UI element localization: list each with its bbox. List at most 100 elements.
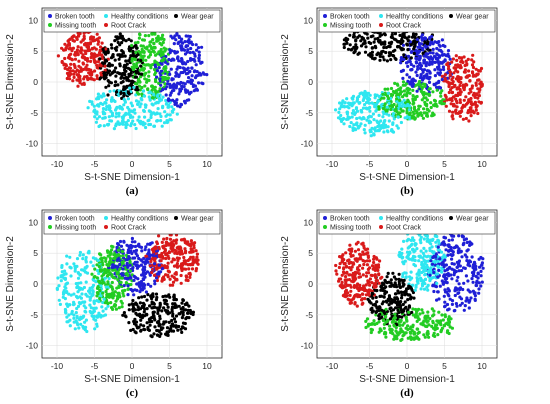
- data-point: [136, 77, 141, 81]
- data-point: [397, 272, 401, 276]
- data-point: [152, 111, 156, 115]
- data-point: [395, 124, 399, 128]
- y-tick-label: 5: [308, 46, 313, 56]
- data-point: [457, 282, 461, 286]
- data-point: [132, 322, 137, 326]
- legend: Broken tooth Healthy conditions Wear gearM…: [43, 9, 221, 33]
- data-point: [477, 78, 481, 82]
- data-point: [420, 270, 424, 275]
- data-point: [465, 62, 469, 66]
- data-point: [131, 327, 135, 332]
- data-point: [433, 104, 437, 108]
- data-point: [411, 32, 416, 36]
- data-point: [189, 81, 194, 85]
- data-point: [148, 320, 152, 324]
- data-point: [419, 241, 423, 245]
- data-point: [153, 279, 157, 283]
- data-point: [455, 304, 459, 308]
- data-point: [104, 107, 108, 112]
- data-point: [188, 271, 192, 275]
- data-point: [403, 300, 407, 304]
- data-point: [421, 70, 425, 74]
- data-point: [373, 127, 377, 131]
- data-point: [152, 314, 156, 318]
- data-point: [159, 83, 163, 87]
- data-point: [179, 249, 184, 253]
- data-point: [152, 273, 157, 277]
- data-point: [388, 327, 392, 332]
- data-point: [124, 258, 128, 262]
- data-point: [76, 304, 81, 308]
- data-point: [372, 282, 376, 286]
- data-point: [127, 37, 131, 42]
- data-point: [149, 66, 153, 70]
- data-point: [148, 53, 153, 57]
- data-point: [59, 275, 63, 279]
- data-point: [458, 100, 462, 105]
- data-point: [113, 268, 117, 272]
- data-point: [355, 293, 359, 297]
- data-point: [387, 303, 391, 307]
- data-point: [409, 62, 413, 67]
- data-point: [134, 126, 138, 131]
- data-point: [370, 126, 374, 130]
- data-point: [178, 89, 182, 93]
- data-point: [58, 302, 63, 306]
- data-point: [398, 111, 402, 115]
- data-point: [161, 88, 165, 92]
- data-point: [431, 111, 435, 115]
- data-point: [153, 63, 157, 67]
- data-point: [366, 91, 371, 95]
- data-point: [149, 334, 153, 338]
- data-point: [446, 267, 450, 271]
- data-point: [138, 105, 142, 109]
- data-point: [132, 62, 136, 66]
- data-point: [191, 50, 195, 55]
- data-point: [338, 107, 342, 111]
- data-point: [392, 102, 396, 107]
- data-point: [467, 259, 472, 263]
- data-point: [462, 238, 466, 242]
- data-point: [461, 117, 465, 121]
- data-point: [428, 48, 432, 53]
- data-point: [170, 78, 174, 82]
- data-point: [408, 75, 412, 79]
- data-point: [374, 313, 378, 317]
- data-point: [342, 116, 346, 121]
- data-point: [79, 40, 83, 44]
- data-point: [345, 112, 349, 116]
- data-point: [366, 255, 370, 259]
- data-point: [139, 102, 143, 106]
- data-point: [462, 88, 466, 92]
- data-point: [389, 284, 393, 288]
- data-point: [133, 302, 137, 306]
- data-point: [172, 295, 176, 299]
- data-point: [388, 317, 392, 321]
- data-point: [149, 259, 153, 264]
- data-point: [83, 320, 87, 324]
- data-point: [120, 115, 124, 119]
- data-point: [347, 248, 351, 252]
- data-point: [442, 67, 446, 72]
- data-point: [153, 257, 157, 261]
- data-point: [152, 45, 156, 50]
- data-point: [79, 301, 83, 305]
- data-point: [95, 103, 99, 107]
- data-point: [459, 77, 463, 81]
- data-point: [436, 245, 440, 249]
- data-point: [428, 60, 432, 64]
- data-point: [391, 114, 395, 118]
- data-point: [115, 245, 119, 249]
- legend-label: Wear gear: [181, 14, 214, 21]
- data-point: [338, 262, 342, 266]
- data-point: [409, 50, 413, 55]
- data-point: [355, 99, 359, 103]
- data-point: [142, 50, 146, 54]
- data-point: [366, 36, 370, 40]
- data-point: [63, 42, 67, 46]
- data-point: [71, 69, 75, 73]
- data-point: [142, 310, 146, 314]
- data-point: [347, 266, 351, 270]
- data-point: [131, 309, 135, 313]
- data-point: [82, 77, 86, 81]
